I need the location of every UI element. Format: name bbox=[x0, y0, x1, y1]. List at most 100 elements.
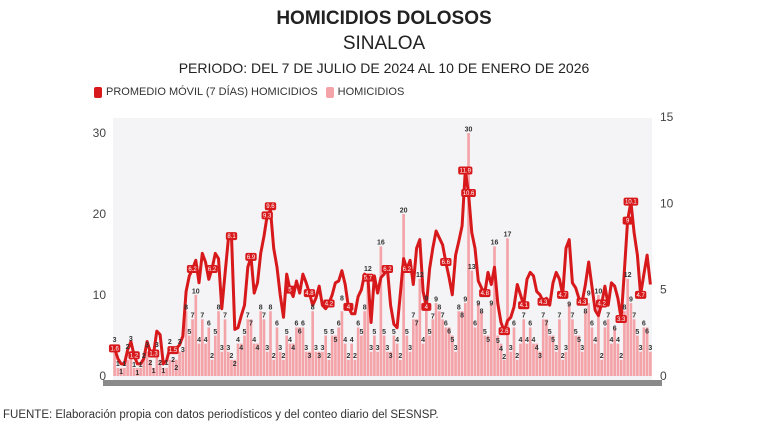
homicides-bar bbox=[408, 351, 412, 376]
homicides-bar bbox=[428, 335, 431, 376]
moving-average-point-label: 5.7 bbox=[364, 276, 373, 282]
homicides-bar bbox=[194, 295, 198, 376]
homicides-bar-label: 7 bbox=[632, 313, 636, 320]
homicides-bar bbox=[343, 343, 347, 376]
homicides-bar bbox=[191, 319, 194, 376]
homicides-bar bbox=[450, 335, 454, 376]
homicides-bar bbox=[551, 335, 555, 376]
moving-average-point-marker bbox=[576, 297, 588, 306]
moving-average-point-marker bbox=[245, 252, 257, 261]
homicides-bar-label: 4 bbox=[421, 337, 425, 344]
homicides-bar-label: 12 bbox=[624, 272, 632, 279]
x-axis-labels-strip bbox=[103, 380, 662, 386]
homicides-bar-label: 5 bbox=[187, 329, 191, 336]
homicides-bar bbox=[502, 359, 506, 376]
homicides-bar-label: 4 bbox=[525, 337, 529, 344]
homicides-bar-label: 1 bbox=[135, 370, 139, 377]
homicides-bar bbox=[645, 327, 649, 376]
homicides-bar-label: 20 bbox=[400, 207, 408, 214]
homicides-bar-label: 10 bbox=[192, 288, 200, 295]
homicides-bar-label: 3 bbox=[369, 345, 373, 352]
homicides-bar-labels: 3111231112321321122233857104746258373224… bbox=[113, 126, 653, 377]
homicides-bar-label: 1 bbox=[132, 362, 136, 369]
homicides-bar-label: 3 bbox=[317, 353, 321, 360]
moving-average-point-label: 4.8 bbox=[305, 291, 314, 297]
homicides-bar bbox=[174, 359, 178, 376]
homicides-bar bbox=[632, 319, 636, 376]
homicides-bar bbox=[399, 359, 402, 376]
homicides-bar bbox=[532, 343, 535, 376]
homicides-bar-label: 3 bbox=[181, 347, 185, 354]
homicides-bar-label: 7 bbox=[558, 313, 562, 320]
homicides-bar-label: 7 bbox=[246, 313, 250, 320]
homicides-bar bbox=[629, 303, 633, 376]
homicides-bar-label: 5 bbox=[330, 329, 334, 336]
homicides-bar bbox=[129, 351, 133, 376]
homicides-bar-label: 4 bbox=[395, 337, 399, 344]
right-axis-tick: 0 bbox=[660, 369, 667, 383]
homicides-bar-label: 2 bbox=[353, 353, 357, 360]
legend-label-moving-average[interactable]: PROMEDIO MÓVIL (7 DÍAS) HOMICIDIOS bbox=[106, 86, 318, 98]
homicides-bar bbox=[246, 319, 250, 376]
moving-average-point-marker bbox=[461, 188, 476, 197]
moving-average-point-marker bbox=[186, 264, 199, 273]
moving-average-point-marker bbox=[261, 211, 273, 220]
homicides-bar-label: 6 bbox=[613, 326, 617, 333]
homicides-bar bbox=[415, 319, 418, 376]
homicides-bar bbox=[519, 343, 522, 376]
homicides-bar-label: 13 bbox=[468, 264, 476, 271]
homicides-bar-label: 2 bbox=[561, 353, 565, 360]
homicides-bar-label: 5 bbox=[213, 329, 217, 336]
homicides-bar-label: 6 bbox=[642, 321, 646, 328]
homicides-bar-label: 4 bbox=[616, 337, 620, 344]
moving-average-point-label: 10.1 bbox=[625, 200, 637, 206]
homicides-bar-label: 7 bbox=[223, 313, 227, 320]
moving-average-point-marker bbox=[343, 302, 354, 311]
homicides-bar-label: 2 bbox=[515, 353, 519, 360]
moving-average-point-label: 4.3 bbox=[578, 300, 587, 306]
right-axis-tick: 5 bbox=[660, 283, 667, 297]
homicides-bar-label: 3 bbox=[155, 342, 159, 349]
homicides-bar bbox=[116, 367, 120, 376]
homicides-bar-label: 6 bbox=[590, 321, 594, 328]
homicides-bar-label: 8 bbox=[363, 305, 367, 312]
moving-average-point-marker bbox=[518, 301, 530, 310]
homicides-bar bbox=[337, 327, 340, 376]
homicides-bar bbox=[376, 351, 379, 376]
homicides-bar-label: 3 bbox=[113, 337, 117, 344]
homicides-bar bbox=[213, 335, 217, 376]
homicides-bar-label: 7 bbox=[570, 313, 574, 320]
homicides-bar bbox=[463, 303, 467, 376]
homicides-bar-label: 9 bbox=[434, 296, 438, 303]
moving-average-point-marker bbox=[458, 166, 473, 175]
homicides-bar bbox=[272, 359, 276, 376]
homicides-bar bbox=[434, 303, 438, 376]
homicides-bar-label: 3 bbox=[639, 345, 643, 352]
homicides-bar-label: 3 bbox=[389, 353, 393, 360]
homicides-bar-label: 7 bbox=[200, 313, 204, 320]
homicides-bar bbox=[223, 319, 227, 376]
moving-average-point-marker bbox=[147, 349, 160, 358]
homicides-bar-label: 6 bbox=[295, 321, 299, 328]
homicides-bar bbox=[425, 303, 428, 376]
homicides-bar bbox=[515, 359, 519, 376]
homicides-bar-label: 2 bbox=[272, 353, 276, 360]
homicides-bar bbox=[197, 343, 201, 376]
moving-average-point-label: 6.2 bbox=[208, 267, 217, 273]
homicides-bar bbox=[473, 327, 477, 376]
moving-average-point-marker bbox=[108, 344, 121, 353]
homicides-bar-label: 10 bbox=[595, 288, 603, 295]
homicides-bar bbox=[554, 351, 558, 376]
homicides-bar-label: 9 bbox=[424, 295, 428, 302]
homicides-bar bbox=[278, 351, 282, 376]
homicides-bar-label: 12 bbox=[364, 266, 372, 273]
homicides-bar-label: 5 bbox=[333, 337, 337, 344]
legend-label-homicides[interactable]: HOMICIDIOS bbox=[337, 86, 405, 98]
moving-average-point-label: 4.1 bbox=[520, 303, 529, 309]
homicides-bar bbox=[269, 311, 272, 376]
homicides-bar-label: 8 bbox=[217, 305, 221, 312]
right-axis-tick: 15 bbox=[660, 110, 674, 124]
homicides-bar bbox=[535, 343, 539, 376]
source-note: FUENTE: Elaboración propia con datos per… bbox=[3, 409, 439, 421]
moving-average-point-marker bbox=[128, 351, 140, 360]
